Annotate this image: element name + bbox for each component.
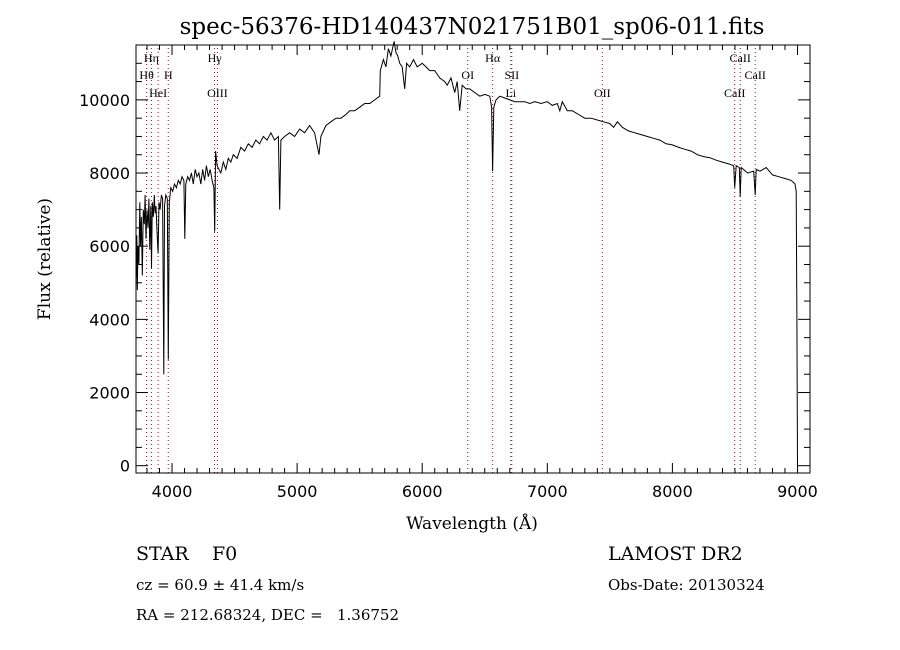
spectrum-line	[135, 41, 798, 466]
x-tick-label: 4000	[152, 482, 193, 501]
line-label: CaII	[724, 86, 745, 100]
x-tick-label: 5000	[277, 482, 318, 501]
y-tick-label: 10000	[79, 91, 130, 110]
axis-ticks	[136, 44, 811, 473]
x-tick-label: 7000	[527, 482, 568, 501]
axis-tick-labels: 4000 5000 6000 7000 8000 9000 0 2000 4000 6000 800…	[79, 91, 818, 501]
y-tick-label: 4000	[89, 310, 130, 329]
plot-frame	[135, 44, 811, 474]
chart-title: spec-56376-HD140437N021751B01_sp06-011.f…	[180, 14, 765, 40]
line-label: Hα	[485, 51, 501, 65]
y-tick-label: 2000	[89, 384, 130, 403]
line-label: CaII	[745, 68, 766, 82]
line-label: Li	[505, 86, 516, 100]
spectral-line-markers	[146, 45, 756, 473]
survey-name: LAMOST DR2	[608, 543, 743, 565]
x-tick-label: 9000	[777, 482, 818, 501]
line-label: OIII	[207, 86, 228, 100]
ra-dec: RA = 212.68324, DEC = 1.36752	[136, 606, 399, 624]
object-subclass: F0	[212, 543, 237, 565]
line-label: H	[164, 68, 173, 82]
line-label: OI	[461, 68, 474, 82]
x-axis-title: Wavelength (Å)	[406, 513, 538, 534]
line-label: OII	[594, 86, 611, 100]
x-tick-label: 8000	[652, 482, 693, 501]
x-tick-label: 6000	[402, 482, 443, 501]
redshift-cz: cz = 60.9 ± 41.4 km/s	[136, 576, 304, 594]
line-label: HeI	[149, 86, 167, 100]
y-tick-label: 0	[120, 457, 130, 476]
object-class: STAR	[136, 543, 189, 565]
line-label: SII	[504, 68, 519, 82]
y-tick-label: 8000	[89, 164, 130, 183]
line-label: CaII	[730, 51, 751, 65]
line-label: Hθ	[139, 68, 154, 82]
obs-date: Obs-Date: 20130324	[608, 576, 765, 594]
line-label: Hγ	[208, 51, 223, 65]
line-label: Hη	[144, 51, 159, 65]
y-axis-title: Flux (relative)	[35, 198, 55, 320]
y-tick-label: 6000	[89, 237, 130, 256]
